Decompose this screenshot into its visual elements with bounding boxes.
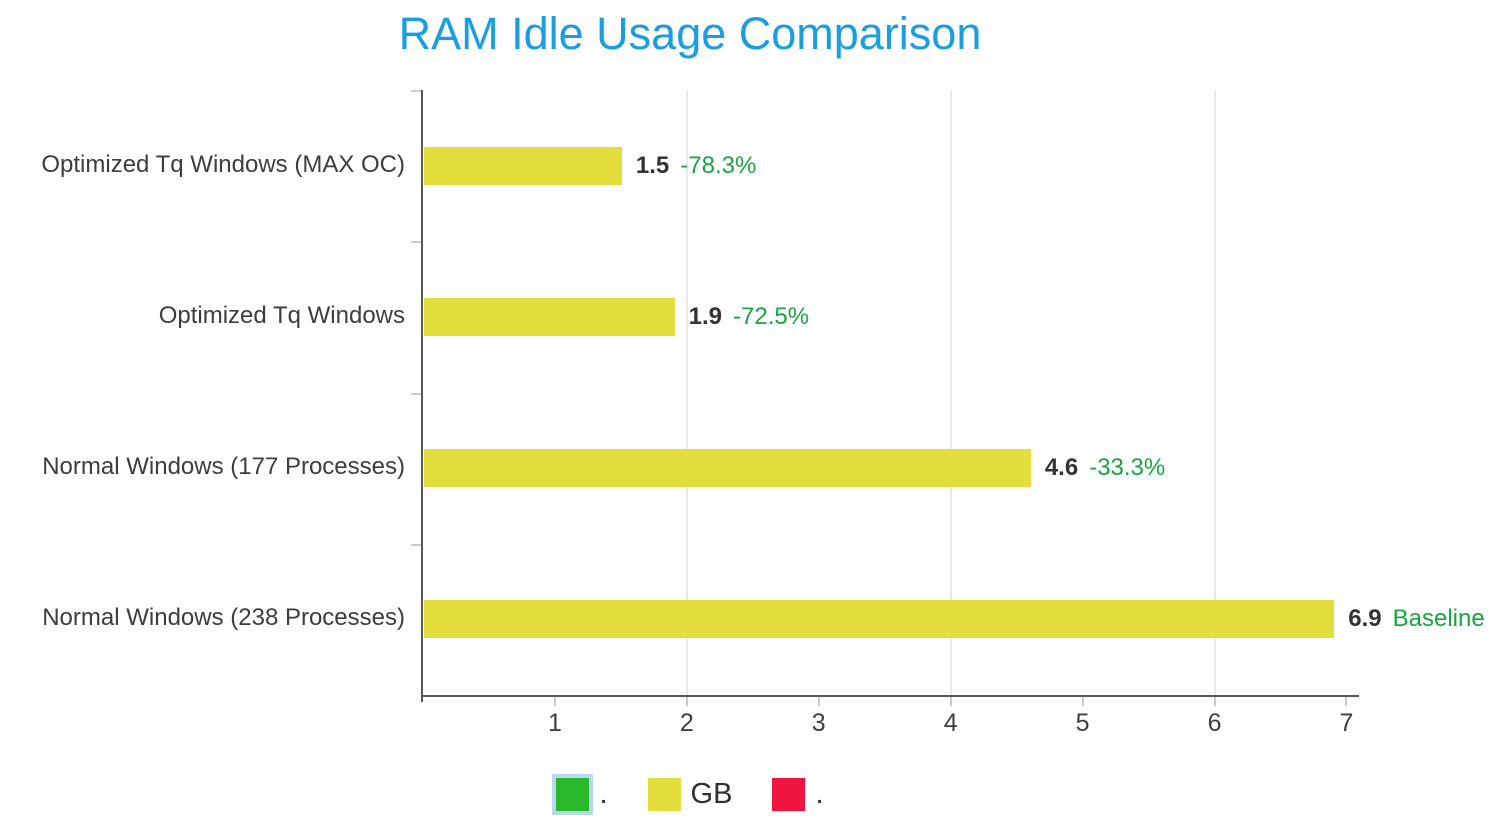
y-axis-tick bbox=[411, 543, 421, 546]
bar[interactable] bbox=[424, 146, 622, 185]
legend-swatch-icon[interactable] bbox=[556, 777, 590, 811]
legend-label: . bbox=[815, 777, 824, 810]
gridline bbox=[949, 90, 952, 695]
bar-annotation: -72.5% bbox=[733, 302, 810, 330]
x-axis-tick bbox=[949, 697, 952, 706]
x-tick-label: 5 bbox=[1075, 709, 1090, 737]
bar-annotation: -78.3% bbox=[680, 151, 757, 179]
y-axis-tick bbox=[411, 241, 421, 244]
gridline bbox=[685, 90, 688, 695]
x-axis-tick bbox=[1081, 697, 1084, 706]
x-tick-label: 1 bbox=[547, 709, 562, 737]
bar[interactable] bbox=[424, 600, 1335, 639]
category-label: Optimized Tq Windows bbox=[158, 301, 405, 329]
gridline bbox=[1213, 90, 1216, 695]
legend: . GB. bbox=[0, 772, 1380, 816]
chart-title: RAM Idle Usage Comparison bbox=[398, 8, 982, 59]
bar-value: 1.5 bbox=[635, 151, 670, 179]
y-axis-tick bbox=[411, 392, 421, 395]
x-axis-tick bbox=[553, 697, 556, 706]
x-axis-line bbox=[421, 695, 1359, 697]
bar-labels: 4.6 -33.3% bbox=[1045, 451, 1165, 485]
bar-annotation: -33.3% bbox=[1089, 454, 1166, 482]
y-axis-tick bbox=[411, 90, 421, 92]
bar[interactable] bbox=[424, 449, 1031, 488]
x-axis-tick bbox=[1345, 697, 1348, 706]
x-axis-tick bbox=[685, 697, 688, 706]
x-tick-label: 7 bbox=[1339, 709, 1354, 737]
x-axis-tick bbox=[1213, 697, 1216, 706]
bar[interactable] bbox=[424, 297, 675, 336]
legend-item[interactable]: GB bbox=[647, 777, 733, 811]
legend-label: . bbox=[599, 777, 608, 810]
x-tick-label: 2 bbox=[679, 709, 694, 737]
x-tick-label: 6 bbox=[1207, 709, 1222, 737]
x-axis-tick bbox=[817, 697, 820, 706]
plot-area: 1 2 3 4 5 6 7 Optimized Tq Windows (MAX OC) 1.5-… bbox=[41, 90, 1485, 737]
bar-value: 1.9 bbox=[688, 302, 723, 330]
bar-value: 4.6 bbox=[1044, 454, 1079, 482]
bar-labels: 1.5 -78.3% bbox=[636, 149, 756, 183]
bar-labels: 1.9 -72.5% bbox=[689, 300, 809, 334]
legend-item[interactable]: . bbox=[772, 777, 824, 811]
category-label: Normal Windows (238 Processes) bbox=[42, 604, 405, 632]
legend-swatch-icon[interactable] bbox=[647, 777, 681, 811]
y-axis-line bbox=[421, 90, 423, 702]
legend-label: GB bbox=[690, 777, 733, 810]
x-tick-label: 4 bbox=[943, 709, 958, 737]
legend-item[interactable]: . bbox=[556, 777, 608, 811]
bar-value: 6.9 bbox=[1348, 605, 1382, 633]
legend-swatch-icon[interactable] bbox=[772, 777, 806, 811]
bar-annotation: Baseline bbox=[1392, 605, 1485, 633]
category-label: Optimized Tq Windows (MAX OC) bbox=[41, 150, 405, 178]
category-label: Normal Windows (177 Processes) bbox=[42, 453, 405, 481]
bar-labels: 6.9 Baseline bbox=[1348, 602, 1484, 636]
x-tick-label: 3 bbox=[811, 709, 826, 737]
